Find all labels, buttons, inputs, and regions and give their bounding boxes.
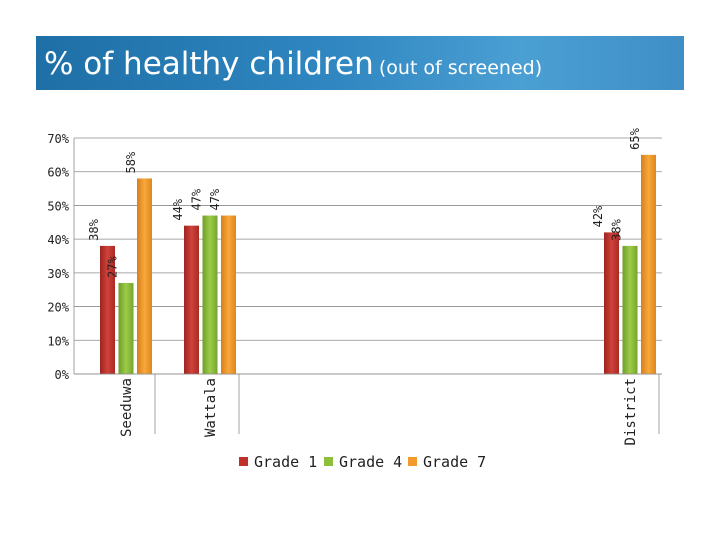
y-tick-label: 20%: [47, 301, 69, 315]
x-category-label: District: [623, 378, 639, 445]
bar-seeduwa-grade-4: [118, 282, 134, 374]
data-label: 38%: [610, 218, 624, 240]
data-label: 27%: [106, 256, 120, 278]
y-tick-label: 40%: [47, 233, 69, 247]
data-label: 47%: [190, 188, 204, 210]
data-label: 38%: [87, 218, 101, 240]
title-banner: % of healthy children (out of screened): [36, 36, 684, 90]
bar-district-grade-7: [641, 154, 656, 374]
y-tick-label: 10%: [47, 334, 69, 348]
legend-label: Grade 4: [339, 453, 402, 471]
x-category-label: Wattala: [203, 378, 219, 437]
y-tick-label: 0%: [55, 368, 70, 382]
data-label: 65%: [628, 127, 642, 149]
bar-wattala-grade-1: [184, 225, 199, 374]
bar-seeduwa-grade-1: [100, 245, 115, 374]
bar-wattala-grade-4: [202, 215, 218, 374]
legend: Grade 1 Grade 4 Grade 7: [239, 453, 486, 471]
data-label: 44%: [171, 198, 185, 220]
bar-district-grade-4: [622, 245, 638, 374]
y-tick-label: 50%: [47, 199, 69, 213]
data-label: 42%: [591, 205, 605, 227]
y-tick-label: 60%: [47, 166, 69, 180]
title-sub: (out of screened): [378, 57, 543, 79]
x-axis: Seeduwa Wattala District: [74, 373, 662, 445]
bars: 38% 27% 58% 44% 47% 47% 42% 38% 65%: [87, 127, 656, 374]
bar-district-grade-1: [604, 232, 619, 374]
data-label: 58%: [124, 151, 138, 173]
legend-swatch: [408, 457, 417, 466]
bar-seeduwa-grade-7: [137, 178, 152, 374]
bar-wattala-grade-7: [221, 215, 236, 374]
legend-swatch: [324, 457, 333, 466]
legend-label: Grade 1: [254, 453, 317, 471]
gridlines: [74, 137, 662, 375]
y-tick-label: 30%: [47, 267, 69, 281]
chart-title: % of healthy children (out of screened): [44, 46, 542, 82]
legend-swatch: [239, 457, 248, 466]
title-main: % of healthy children: [44, 46, 374, 82]
legend-label: Grade 7: [423, 453, 486, 471]
y-tick-label: 70%: [47, 132, 69, 146]
x-category-label: Seeduwa: [119, 378, 135, 437]
y-axis: 0% 10% 20% 30% 40% 50% 60% 70%: [47, 132, 75, 382]
data-label: 47%: [208, 188, 222, 210]
